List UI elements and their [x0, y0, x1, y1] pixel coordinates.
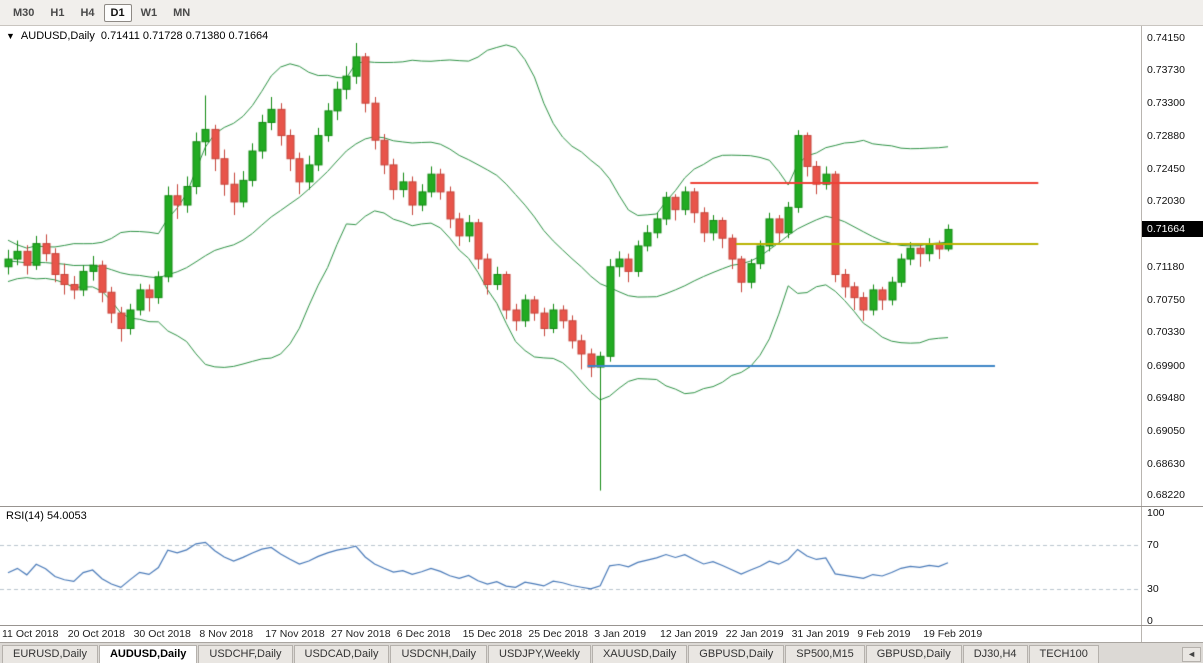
price-axis-tick: 0.70750: [1147, 294, 1185, 306]
x-axis-label: 31 Jan 2019: [792, 628, 850, 640]
price-axis-tick: 0.69480: [1147, 392, 1185, 404]
chart-tab-xauusd-daily[interactable]: XAUUSD,Daily: [592, 645, 687, 663]
x-axis-label: 12 Jan 2019: [660, 628, 718, 640]
chart-symbol-label: AUDUSD,Daily: [21, 30, 95, 42]
price-axis-tick: 0.68630: [1147, 458, 1185, 470]
rsi-axis-tick: 30: [1147, 583, 1159, 595]
price-pane[interactable]: ▼ AUDUSD,Daily 0.71411 0.71728 0.71380 0…: [0, 26, 1203, 506]
chart-tab-eurusd-daily[interactable]: EURUSD,Daily: [2, 645, 98, 663]
axis-corner: [1141, 626, 1203, 642]
x-axis-label: 17 Nov 2018: [265, 628, 325, 640]
chart-tab-usdcnh-daily[interactable]: USDCNH,Daily: [390, 645, 487, 663]
x-axis-label: 3 Jan 2019: [594, 628, 646, 640]
timeframe-button-d1[interactable]: D1: [104, 4, 132, 22]
timeframe-button-h1[interactable]: H1: [43, 4, 71, 22]
price-axis-tick: 0.69900: [1147, 360, 1185, 372]
price-chart-canvas[interactable]: [0, 26, 1141, 506]
chart-tab-usdcad-daily[interactable]: USDCAD,Daily: [294, 645, 390, 663]
chart-tab-audusd-daily[interactable]: AUDUSD,Daily: [99, 645, 197, 663]
price-axis-tick: 0.72880: [1147, 130, 1185, 142]
price-axis-tick: 0.69050: [1147, 425, 1185, 437]
price-axis-tick: 0.72030: [1147, 195, 1185, 207]
chart-tab-gbpusd-daily[interactable]: GBPUSD,Daily: [866, 645, 962, 663]
price-axis-tick: 0.71180: [1147, 261, 1184, 273]
rsi-axis-tick: 70: [1147, 539, 1159, 551]
x-axis-label: 11 Oct 2018: [2, 628, 58, 640]
x-axis-label: 30 Oct 2018: [134, 628, 191, 640]
timeframe-button-h4[interactable]: H4: [73, 4, 101, 22]
current-price-badge: 0.71664: [1142, 221, 1203, 237]
mt4-window: M30H1H4D1W1MN ▼ AUDUSD,Daily 0.71411 0.7…: [0, 0, 1203, 663]
time-axis: 11 Oct 2018 20 Oct 2018 30 Oct 2018 8 Nov 2…: [0, 625, 1203, 642]
tab-scroll-left-icon[interactable]: ◄: [1182, 647, 1201, 662]
price-axis-tick: 0.72450: [1147, 163, 1185, 175]
chart-tab-sp500-m15[interactable]: SP500,M15: [785, 645, 864, 663]
price-axis-tick: 0.68220: [1147, 489, 1185, 501]
x-axis-label: 15 Dec 2018: [463, 628, 523, 640]
chart-tab-usdchf-daily[interactable]: USDCHF,Daily: [198, 645, 292, 663]
rsi-pane[interactable]: RSI(14) 54.0053 100 70 30 0: [0, 506, 1203, 625]
symbol-dropdown-icon[interactable]: ▼: [6, 31, 15, 41]
x-axis-label: 9 Feb 2019: [857, 628, 910, 640]
x-axis-label: 27 Nov 2018: [331, 628, 391, 640]
price-axis-tick: 0.74150: [1147, 32, 1185, 44]
x-axis-label: 25 Dec 2018: [528, 628, 588, 640]
timeframe-button-mn[interactable]: MN: [166, 4, 197, 22]
timeframe-bar: M30H1H4D1W1MN: [0, 0, 1203, 26]
rsi-axis-tick: 100: [1147, 507, 1165, 519]
rsi-axis: 100 70 30 0: [1141, 507, 1203, 625]
chart-ohlc-values: 0.71411 0.71728 0.71380 0.71664: [101, 30, 268, 42]
timeframe-button-w1[interactable]: W1: [134, 4, 165, 22]
chart-tab-tech100[interactable]: TECH100: [1029, 645, 1099, 663]
chart-tab-gbpusd-daily[interactable]: GBPUSD,Daily: [688, 645, 784, 663]
x-axis-label: 20 Oct 2018: [68, 628, 125, 640]
rsi-axis-tick: 0: [1147, 615, 1153, 627]
x-axis-label: 8 Nov 2018: [199, 628, 253, 640]
x-axis-label: 6 Dec 2018: [397, 628, 451, 640]
chart-tab-dj30-h4[interactable]: DJ30,H4: [963, 645, 1028, 663]
chart-title: ▼ AUDUSD,Daily 0.71411 0.71728 0.71380 0…: [6, 30, 268, 42]
x-axis-label: 19 Feb 2019: [923, 628, 982, 640]
timeframe-button-m30[interactable]: M30: [6, 4, 41, 22]
price-axis-tick: 0.73300: [1147, 97, 1185, 109]
price-axis-tick: 0.73730: [1147, 64, 1185, 76]
chart-tab-bar: EURUSD,DailyAUDUSD,DailyUSDCHF,DailyUSDC…: [0, 642, 1203, 663]
x-axis-label: 22 Jan 2019: [726, 628, 784, 640]
price-axis-tick: 0.70330: [1147, 326, 1185, 338]
rsi-chart-canvas[interactable]: [0, 508, 1141, 626]
rsi-indicator-label: RSI(14) 54.0053: [6, 510, 87, 522]
chart-tab-usdjpy-weekly[interactable]: USDJPY,Weekly: [488, 645, 591, 663]
price-axis: 0.71664 0.74150 0.73730 0.73300 0.72880 0.72…: [1141, 26, 1203, 506]
